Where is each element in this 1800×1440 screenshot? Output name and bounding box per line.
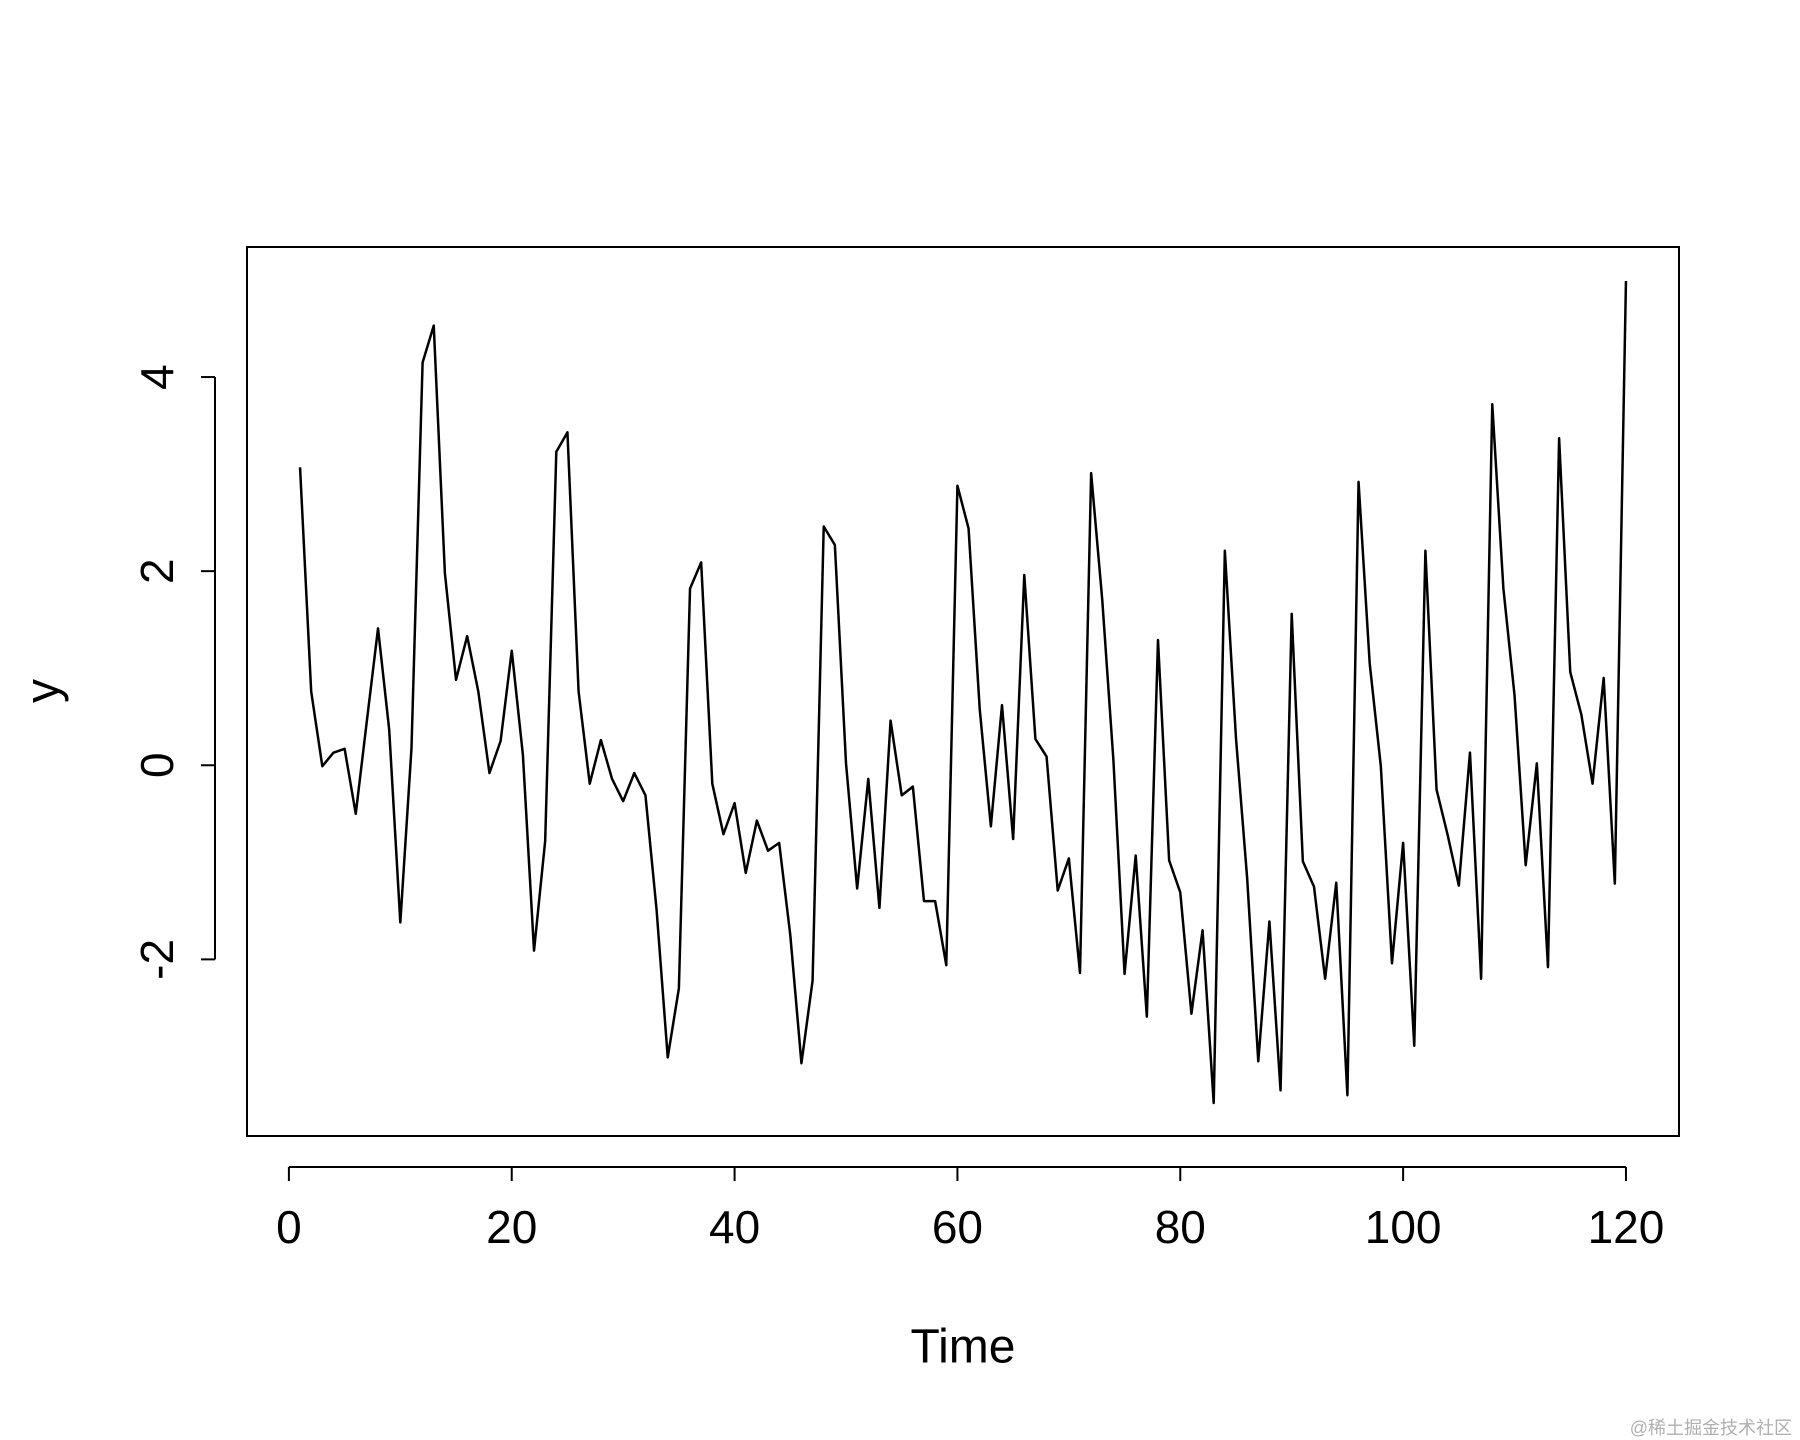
y-axis-title: y: [17, 679, 70, 703]
x-tick-label: 120: [1588, 1201, 1665, 1253]
series-line: [298, 280, 1628, 1105]
y-tick-label: 2: [131, 558, 183, 584]
x-tick-label: 100: [1365, 1201, 1442, 1253]
y-tick-label: -2: [131, 939, 183, 980]
x-tick-label: 40: [709, 1201, 760, 1253]
plot-box: [246, 246, 1680, 1137]
watermark: @稀土掘金技术社区: [1630, 1418, 1792, 1438]
y-tick-label: 0: [131, 752, 183, 778]
x-tick-label: 20: [486, 1201, 537, 1253]
x-tick-label: 60: [932, 1201, 983, 1253]
x-tick-label: 0: [276, 1201, 302, 1253]
y-tick-label: 4: [131, 364, 183, 390]
x-axis-title: Time: [911, 1321, 1016, 1374]
x-tick-label: 80: [1155, 1201, 1206, 1253]
